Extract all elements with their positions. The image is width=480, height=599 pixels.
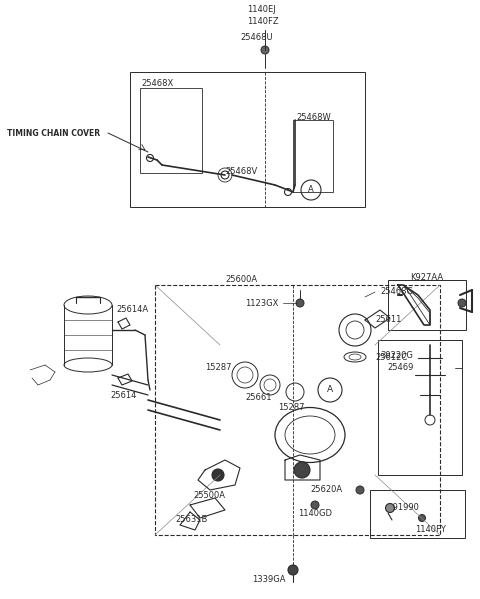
Circle shape	[285, 189, 291, 195]
Text: 1140FY: 1140FY	[415, 525, 446, 534]
Ellipse shape	[232, 362, 258, 388]
Bar	[140, 88, 202, 173]
Circle shape	[458, 299, 466, 307]
Ellipse shape	[64, 296, 112, 314]
Circle shape	[425, 415, 435, 425]
Text: 91990: 91990	[390, 504, 419, 513]
Ellipse shape	[264, 379, 276, 391]
Text: TIMING CHAIN COVER: TIMING CHAIN COVER	[7, 129, 100, 138]
Circle shape	[288, 565, 298, 575]
Circle shape	[294, 462, 310, 478]
Circle shape	[261, 46, 269, 54]
Bar	[155, 285, 440, 535]
Ellipse shape	[285, 416, 335, 454]
Bar	[388, 280, 466, 330]
Text: 15287: 15287	[278, 403, 304, 412]
Bar	[378, 340, 462, 475]
Text: 25469: 25469	[387, 364, 413, 373]
Circle shape	[212, 469, 224, 481]
Circle shape	[296, 299, 304, 307]
Circle shape	[356, 486, 364, 494]
Text: 25468X: 25468X	[141, 78, 173, 87]
Circle shape	[311, 501, 319, 509]
Text: A: A	[308, 186, 314, 195]
Text: 15287: 15287	[205, 362, 231, 371]
Circle shape	[221, 171, 229, 179]
Circle shape	[146, 155, 154, 162]
Text: 25614A: 25614A	[116, 305, 148, 314]
Text: 1140FZ: 1140FZ	[247, 17, 278, 26]
Bar	[370, 490, 465, 538]
Circle shape	[419, 515, 425, 522]
Text: 25600A: 25600A	[225, 274, 257, 283]
Text: 1140EJ: 1140EJ	[247, 5, 276, 14]
Ellipse shape	[237, 367, 253, 383]
Text: 25612C: 25612C	[375, 352, 407, 362]
Text: 25614: 25614	[110, 391, 136, 400]
Text: 39220G: 39220G	[380, 350, 413, 359]
Text: K927AA: K927AA	[410, 274, 443, 283]
Text: 25500A: 25500A	[193, 491, 225, 500]
Bar	[293, 120, 333, 192]
Ellipse shape	[286, 383, 304, 401]
Text: 25631B: 25631B	[175, 516, 207, 525]
Text: 25620A: 25620A	[310, 486, 342, 495]
Ellipse shape	[344, 352, 366, 362]
Ellipse shape	[64, 358, 112, 372]
Text: 25661: 25661	[245, 394, 272, 403]
Text: 25468G: 25468G	[380, 288, 413, 297]
Ellipse shape	[349, 354, 361, 360]
Text: 25468W: 25468W	[296, 113, 331, 122]
Ellipse shape	[260, 375, 280, 395]
Text: 1339GA: 1339GA	[252, 574, 286, 583]
Bar	[130, 72, 365, 207]
Text: 25468V: 25468V	[225, 168, 257, 177]
Text: 1123GX: 1123GX	[245, 298, 278, 307]
Ellipse shape	[275, 407, 345, 462]
Text: 1140GD: 1140GD	[298, 510, 332, 519]
Text: 25468U: 25468U	[240, 34, 273, 43]
Circle shape	[385, 504, 395, 513]
Text: 25611: 25611	[375, 316, 401, 325]
Text: A: A	[327, 386, 333, 395]
